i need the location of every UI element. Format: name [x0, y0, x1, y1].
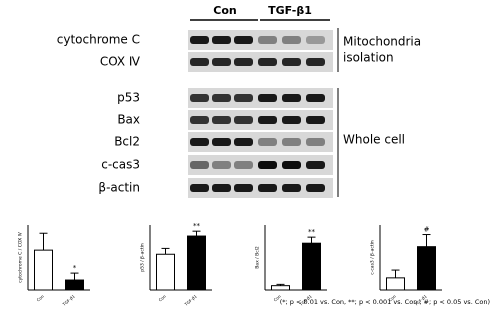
blot-band — [258, 58, 277, 66]
blot-band — [282, 58, 301, 66]
blot-band — [234, 184, 253, 192]
blot-band — [306, 161, 325, 169]
blot-row-label: cytochrome C — [57, 33, 140, 47]
blot-band — [212, 138, 231, 146]
blot-row-label: Bcl2 — [114, 135, 140, 149]
blot-band — [282, 36, 301, 44]
blot-band — [190, 161, 209, 169]
blot-band — [258, 94, 277, 102]
y-axis-label: c-cas3 / β-actin — [370, 240, 376, 275]
blot-band — [306, 94, 325, 102]
blot-band — [190, 94, 209, 102]
blot-band — [190, 58, 209, 66]
blot-band — [234, 116, 253, 124]
blot-band — [212, 184, 231, 192]
blot-band — [306, 116, 325, 124]
x-tick-label: Con — [158, 293, 168, 302]
blot-band — [282, 94, 301, 102]
blot-band — [190, 36, 209, 44]
blot-band — [234, 94, 253, 102]
blot-band — [212, 94, 231, 102]
group-label: TGF-β1 — [268, 4, 312, 17]
blot-band — [234, 58, 253, 66]
blot-band — [282, 161, 301, 169]
blot-band — [212, 116, 231, 124]
blot-band — [306, 36, 325, 44]
bar — [156, 253, 175, 291]
blot-band — [306, 184, 325, 192]
blot-band — [258, 161, 277, 169]
group-label: Con — [213, 4, 236, 17]
x-tick-label: Con — [388, 293, 398, 302]
blot-row-label: p53 — [117, 91, 140, 105]
blot-row-label: Bax — [117, 113, 140, 127]
blot-band — [282, 138, 301, 146]
blot-row-label: c-cas3 — [101, 158, 140, 172]
x-tick-label: TGF-β1 — [183, 293, 198, 307]
blot-band — [190, 138, 209, 146]
blot-band — [212, 36, 231, 44]
section-label: isolation — [343, 51, 394, 65]
bar — [271, 285, 290, 291]
bar — [386, 277, 405, 291]
annotation: # — [424, 226, 430, 234]
blot-band — [306, 58, 325, 66]
blot-band — [190, 184, 209, 192]
bar — [302, 242, 321, 291]
annotation: ** — [308, 228, 316, 236]
blot-band — [234, 161, 253, 169]
annotation: ** — [193, 222, 201, 230]
x-tick-label: Con — [273, 293, 283, 302]
blot-band — [212, 58, 231, 66]
footnote: (*; p < 0.01 vs. Con, **; p < 0.001 vs. … — [280, 298, 490, 306]
blot-band — [282, 116, 301, 124]
blot-band — [212, 161, 231, 169]
section-label: Mitochondria — [343, 35, 421, 49]
blot-band — [258, 36, 277, 44]
blot-band — [258, 138, 277, 146]
blot-band — [234, 36, 253, 44]
blot-band — [258, 116, 277, 124]
blot-band — [282, 184, 301, 192]
x-tick-label: Con — [36, 293, 46, 302]
blot-band — [234, 138, 253, 146]
blot-band — [258, 184, 277, 192]
x-tick-label: TGF-β1 — [61, 293, 76, 307]
blot-band — [306, 138, 325, 146]
blot-band — [190, 116, 209, 124]
blot-row-label: β-actin — [98, 181, 140, 195]
bar — [34, 249, 53, 291]
section-label: Whole cell — [343, 133, 405, 147]
y-axis-label: Bax / Bcl2 — [255, 246, 261, 269]
bar — [65, 279, 84, 291]
bar — [187, 235, 206, 291]
y-axis-label: p53 / β-actin — [140, 243, 146, 272]
bar — [417, 246, 436, 291]
annotation: * — [73, 264, 77, 272]
blot-row-label: COX Ⅳ — [100, 55, 140, 69]
y-axis-label: cytochrome C / COX Ⅳ — [18, 231, 24, 282]
